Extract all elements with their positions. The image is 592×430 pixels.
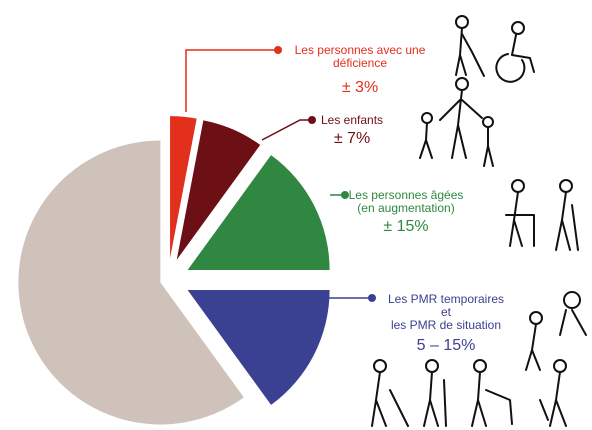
value-label: ± 7%	[333, 130, 371, 147]
pie-slice	[176, 120, 261, 260]
pie-slice	[187, 289, 330, 405]
leader-dot	[308, 116, 316, 124]
value-label: ± 15%	[383, 218, 429, 235]
value-label: 5 – 15%	[416, 337, 476, 354]
pie-slice	[18, 140, 244, 425]
slice-label: Les personnes âgées (en augmentation)	[348, 188, 464, 215]
slice-label: Les enfants	[320, 113, 384, 127]
leader-dot	[368, 294, 376, 302]
leader-dot	[274, 46, 282, 54]
slice-label: Les PMR temporaires et les PMR de situat…	[387, 292, 505, 332]
value-label: ± 3%	[341, 79, 379, 96]
leader-line	[185, 49, 278, 112]
pie-slice	[170, 116, 197, 259]
leader-line	[261, 119, 312, 141]
person-icons	[371, 15, 587, 427]
leader-dot	[341, 191, 349, 199]
pie-slice	[187, 155, 330, 271]
slice-label: Les personnes avec une déficience	[294, 43, 426, 70]
